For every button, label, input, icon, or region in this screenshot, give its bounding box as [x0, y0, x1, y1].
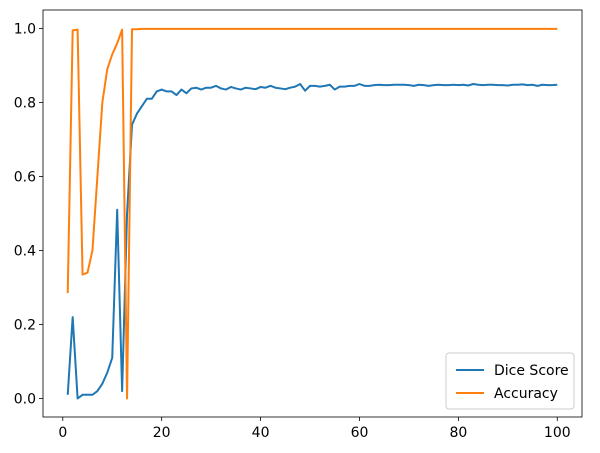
series-layer: [66, 27, 558, 400]
y-tick-label: 0.8: [14, 96, 36, 112]
x-tick-label: 40: [252, 425, 270, 441]
x-tick-label: 60: [351, 425, 369, 441]
legend: Dice Score Accuracy: [445, 352, 575, 410]
axes-frame: [42, 9, 583, 418]
y-tick-label: 1.0: [14, 22, 36, 38]
y-tick-label: 0.2: [14, 318, 36, 334]
series-accuracy: [66, 27, 558, 400]
legend-label: Accuracy: [494, 386, 558, 402]
y-tick-label: 0.4: [14, 244, 36, 260]
x-tick-label: 20: [153, 425, 171, 441]
y-tick-label: 0.0: [14, 392, 36, 408]
x-tick-label: 0: [58, 425, 67, 441]
series-line: [66, 27, 558, 400]
series-dice-score: [66, 83, 558, 400]
legend-box: [445, 352, 575, 410]
series-line: [66, 83, 558, 400]
legend-label: Dice Score: [494, 363, 569, 379]
x-tick-label: 80: [449, 425, 467, 441]
y-tick-label: 0.6: [14, 170, 36, 186]
x-tick-label: 100: [544, 425, 571, 441]
y-axis: 0.0 0.2 0.4 0.6 0.8 1.0: [14, 22, 43, 408]
x-axis: 0 20 40 60 80 100: [58, 417, 571, 441]
